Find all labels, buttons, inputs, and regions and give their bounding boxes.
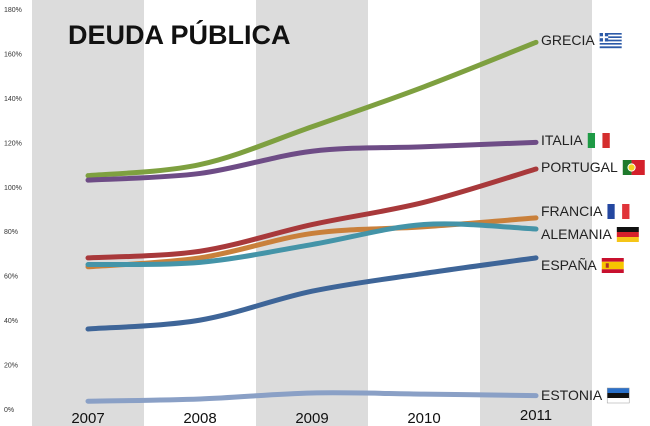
- series-label-estonia: ESTONIA: [541, 387, 630, 404]
- greece-flag-stripe: [599, 34, 622, 37]
- greece-flag-stripe: [599, 39, 622, 42]
- portugal-flag-green: [622, 160, 632, 175]
- series-label-francia: FRANCIA: [541, 203, 630, 219]
- france-flag-blue: [607, 204, 615, 219]
- spain-flag-red: [601, 269, 624, 273]
- italy-flag-green: [587, 133, 596, 148]
- series-label-italia: ITALIA: [541, 132, 610, 148]
- greece-flag-cross: [599, 36, 609, 39]
- portugal-flag-emblem: [627, 163, 636, 172]
- series-line-italia: [85, 139, 539, 183]
- greece-flag-stripe: [599, 38, 622, 40]
- y-tick-label: 40%: [4, 318, 18, 325]
- chart-title: DEUDA PÚBLICA: [68, 19, 291, 50]
- series-labels: GRECIA ITALIA PORTUGAL FRANCIA ALEMANIA ESPAÑ…: [541, 32, 645, 404]
- estonia-flag-white: [607, 398, 630, 403]
- series-label-alemania: ALEMANIA: [541, 226, 639, 242]
- series-line-portugal: [85, 166, 539, 261]
- spain-flag-icon: [601, 258, 624, 273]
- series-label-grecia: GRECIA: [541, 32, 622, 49]
- spain-flag-red: [601, 258, 624, 262]
- year-band: [32, 0, 144, 426]
- france-flag-red: [622, 204, 630, 219]
- x-tick-label: 2011: [520, 407, 552, 424]
- x-tick-label: 2009: [295, 410, 328, 426]
- y-tick-label: 140%: [4, 96, 22, 103]
- spain-flag-emblem: [605, 263, 609, 268]
- series-label-espana: ESPAÑA: [541, 257, 624, 273]
- x-tick-label: 2010: [407, 410, 440, 426]
- y-axis-ticks: 0% 20% 40% 60% 80% 100% 120% 140% 160% 180%: [4, 7, 22, 414]
- greece-flag-icon: [599, 33, 622, 49]
- germany-flag-black: [616, 227, 639, 232]
- y-tick-label: 0%: [4, 407, 14, 414]
- greece-flag-stripe: [599, 44, 622, 47]
- series-label-text: FRANCIA: [541, 203, 603, 219]
- estonia-flag-black: [607, 393, 630, 398]
- x-axis-ticks: 2007 2008 2009 2010 2011: [71, 407, 552, 426]
- series-line-grecia: [85, 39, 539, 179]
- year-bands: [32, 0, 592, 426]
- series-label-text: ITALIA: [541, 132, 583, 148]
- series-line-alemania: [85, 221, 539, 268]
- greece-flag-stripe: [599, 43, 622, 45]
- y-tick-label: 120%: [4, 140, 22, 147]
- x-tick-label: 2008: [183, 410, 216, 426]
- series-label-text: ALEMANIA: [541, 226, 612, 242]
- portugal-flag-red: [631, 160, 645, 175]
- year-band: [480, 0, 592, 426]
- italy-flag-white: [595, 133, 603, 148]
- series-label-text: ESTONIA: [541, 387, 603, 403]
- france-flag-icon: [607, 204, 630, 219]
- y-tick-label: 60%: [4, 274, 18, 281]
- estonia-flag-blue: [607, 388, 630, 393]
- series-line-espana: [85, 255, 539, 332]
- series-label-text: GRECIA: [541, 32, 595, 48]
- germany-flag-gold: [616, 237, 639, 242]
- greece-flag-stripe: [599, 41, 622, 44]
- italy-flag-red: [602, 133, 610, 148]
- germany-flag-red: [616, 232, 639, 237]
- x-tick-label: 2007: [71, 410, 104, 426]
- y-tick-label: 180%: [4, 7, 22, 14]
- y-tick-label: 80%: [4, 229, 18, 236]
- estonia-flag-border: [606, 387, 630, 404]
- series-label-portugal: PORTUGAL: [541, 159, 645, 175]
- spain-flag-yellow: [601, 261, 624, 270]
- y-tick-label: 100%: [4, 185, 22, 192]
- germany-flag-icon: [616, 227, 639, 242]
- portugal-flag-icon: [622, 160, 645, 175]
- series-label-text: ESPAÑA: [541, 257, 597, 273]
- y-tick-label: 20%: [4, 363, 18, 370]
- series-line-estonia: [85, 390, 539, 404]
- series-label-text: PORTUGAL: [541, 159, 618, 175]
- italy-flag-icon: [587, 133, 610, 148]
- france-flag-white: [614, 204, 623, 219]
- greece-flag-stripe: [599, 36, 622, 39]
- y-tick-label: 160%: [4, 51, 22, 58]
- year-band: [256, 0, 368, 426]
- series-lines: [85, 39, 539, 404]
- greece-flag-stripe: [599, 33, 622, 35]
- estonia-flag-icon: [606, 387, 630, 404]
- greece-flag-stripe: [599, 46, 622, 49]
